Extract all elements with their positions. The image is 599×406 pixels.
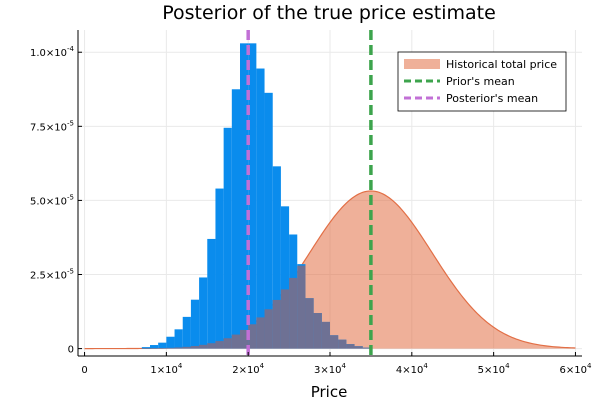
histogram-bar-13: [248, 43, 257, 349]
histogram-bar-10: [223, 127, 232, 349]
legend-label-1: Prior's mean: [446, 75, 515, 88]
x-tick-label-4: 4×104: [396, 362, 428, 376]
overlap-bar-26: [354, 346, 363, 349]
overlap-bar-5: [182, 346, 191, 349]
y-tick-label-0: 0: [68, 345, 74, 356]
x-tick-label-3: 3×104: [314, 362, 346, 376]
x-tick-label-0: 0: [81, 365, 87, 376]
histogram-bar-8: [207, 238, 216, 349]
histogram-bar-6: [190, 299, 200, 349]
histogram-bar-16: [272, 166, 281, 349]
x-tick-labels: 0 1×104 2×104 3×104 4×104 5×104 6×104: [81, 362, 592, 376]
overlap-bar-8: [207, 343, 216, 349]
overlap-bar-27: [362, 347, 371, 349]
x-tick-label-1: 1×104: [150, 362, 182, 376]
overlap-bar-21: [313, 313, 322, 349]
overlap-bar-18: [289, 277, 298, 349]
y-tick-label-2: 5.0×10-5: [30, 193, 74, 207]
axes: [77, 30, 582, 357]
histogram-bar-12: [240, 43, 249, 349]
histogram-bar-9: [215, 188, 224, 349]
overlap-bar-12: [240, 329, 249, 349]
legend-label-2: Posterior's mean: [446, 92, 538, 105]
histogram-area-overlap: [141, 265, 371, 349]
y-tick-label-1: 2.5×10-5: [30, 268, 74, 282]
overlap-bar-3: [166, 347, 175, 349]
histogram-bar-7: [199, 277, 208, 349]
histogram-bar-2: [158, 342, 167, 349]
overlap-bar-11: [231, 334, 240, 349]
overlap-bar-14: [256, 317, 265, 349]
x-axis-label: Price: [311, 383, 348, 401]
overlap-bar-20: [305, 298, 314, 349]
overlap-bar-6: [190, 346, 200, 349]
overlap-bar-19: [297, 265, 306, 349]
historical-price-fill: [84, 190, 576, 349]
overlap-bar-25: [346, 344, 355, 349]
legend: Historical total price Prior's mean Poster…: [397, 51, 567, 112]
histogram-bar-3: [166, 336, 175, 349]
histogram-bar-15: [264, 92, 273, 349]
mean-lines: [246, 30, 373, 356]
y-tick-labels: 0 2.5×10-5 5.0×10-5 7.5×10-5 1.0×10-4: [30, 45, 75, 355]
overlap-bar-16: [272, 299, 281, 349]
histogram-bar-11: [231, 89, 240, 349]
legend-label-0: Historical total price: [446, 58, 557, 71]
histogram-bar-0: [141, 347, 150, 349]
overlap-bar-13: [248, 324, 257, 349]
y-tick-label-3: 7.5×10-5: [30, 119, 74, 133]
histogram-bar-5: [182, 316, 191, 349]
overlap-bar-17: [280, 289, 290, 349]
overlap-bar-9: [215, 341, 224, 349]
histogram-bar-1: [150, 345, 159, 349]
x-tick-label-5: 5×104: [478, 362, 510, 376]
histogram-bar-14: [256, 68, 265, 349]
overlap-bar-10: [223, 338, 232, 349]
histogram-bar-17: [280, 206, 290, 349]
x-tick-label-6: 6×104: [559, 362, 591, 376]
overlap-bar-24: [338, 339, 347, 349]
overlap-bar-22: [321, 321, 330, 349]
overlap-bar-15: [264, 309, 273, 349]
chart-title: Posterior of the true price estimate: [162, 2, 496, 24]
y-tick-label-4: 1.0×10-4: [30, 45, 75, 59]
overlap-bar-4: [174, 347, 183, 349]
overlap-bar-23: [330, 335, 339, 349]
overlap-bar-7: [199, 344, 208, 349]
x-tick-label-2: 2×104: [232, 362, 264, 376]
legend-swatch-0: [404, 59, 440, 69]
histogram-bar-4: [174, 329, 183, 349]
